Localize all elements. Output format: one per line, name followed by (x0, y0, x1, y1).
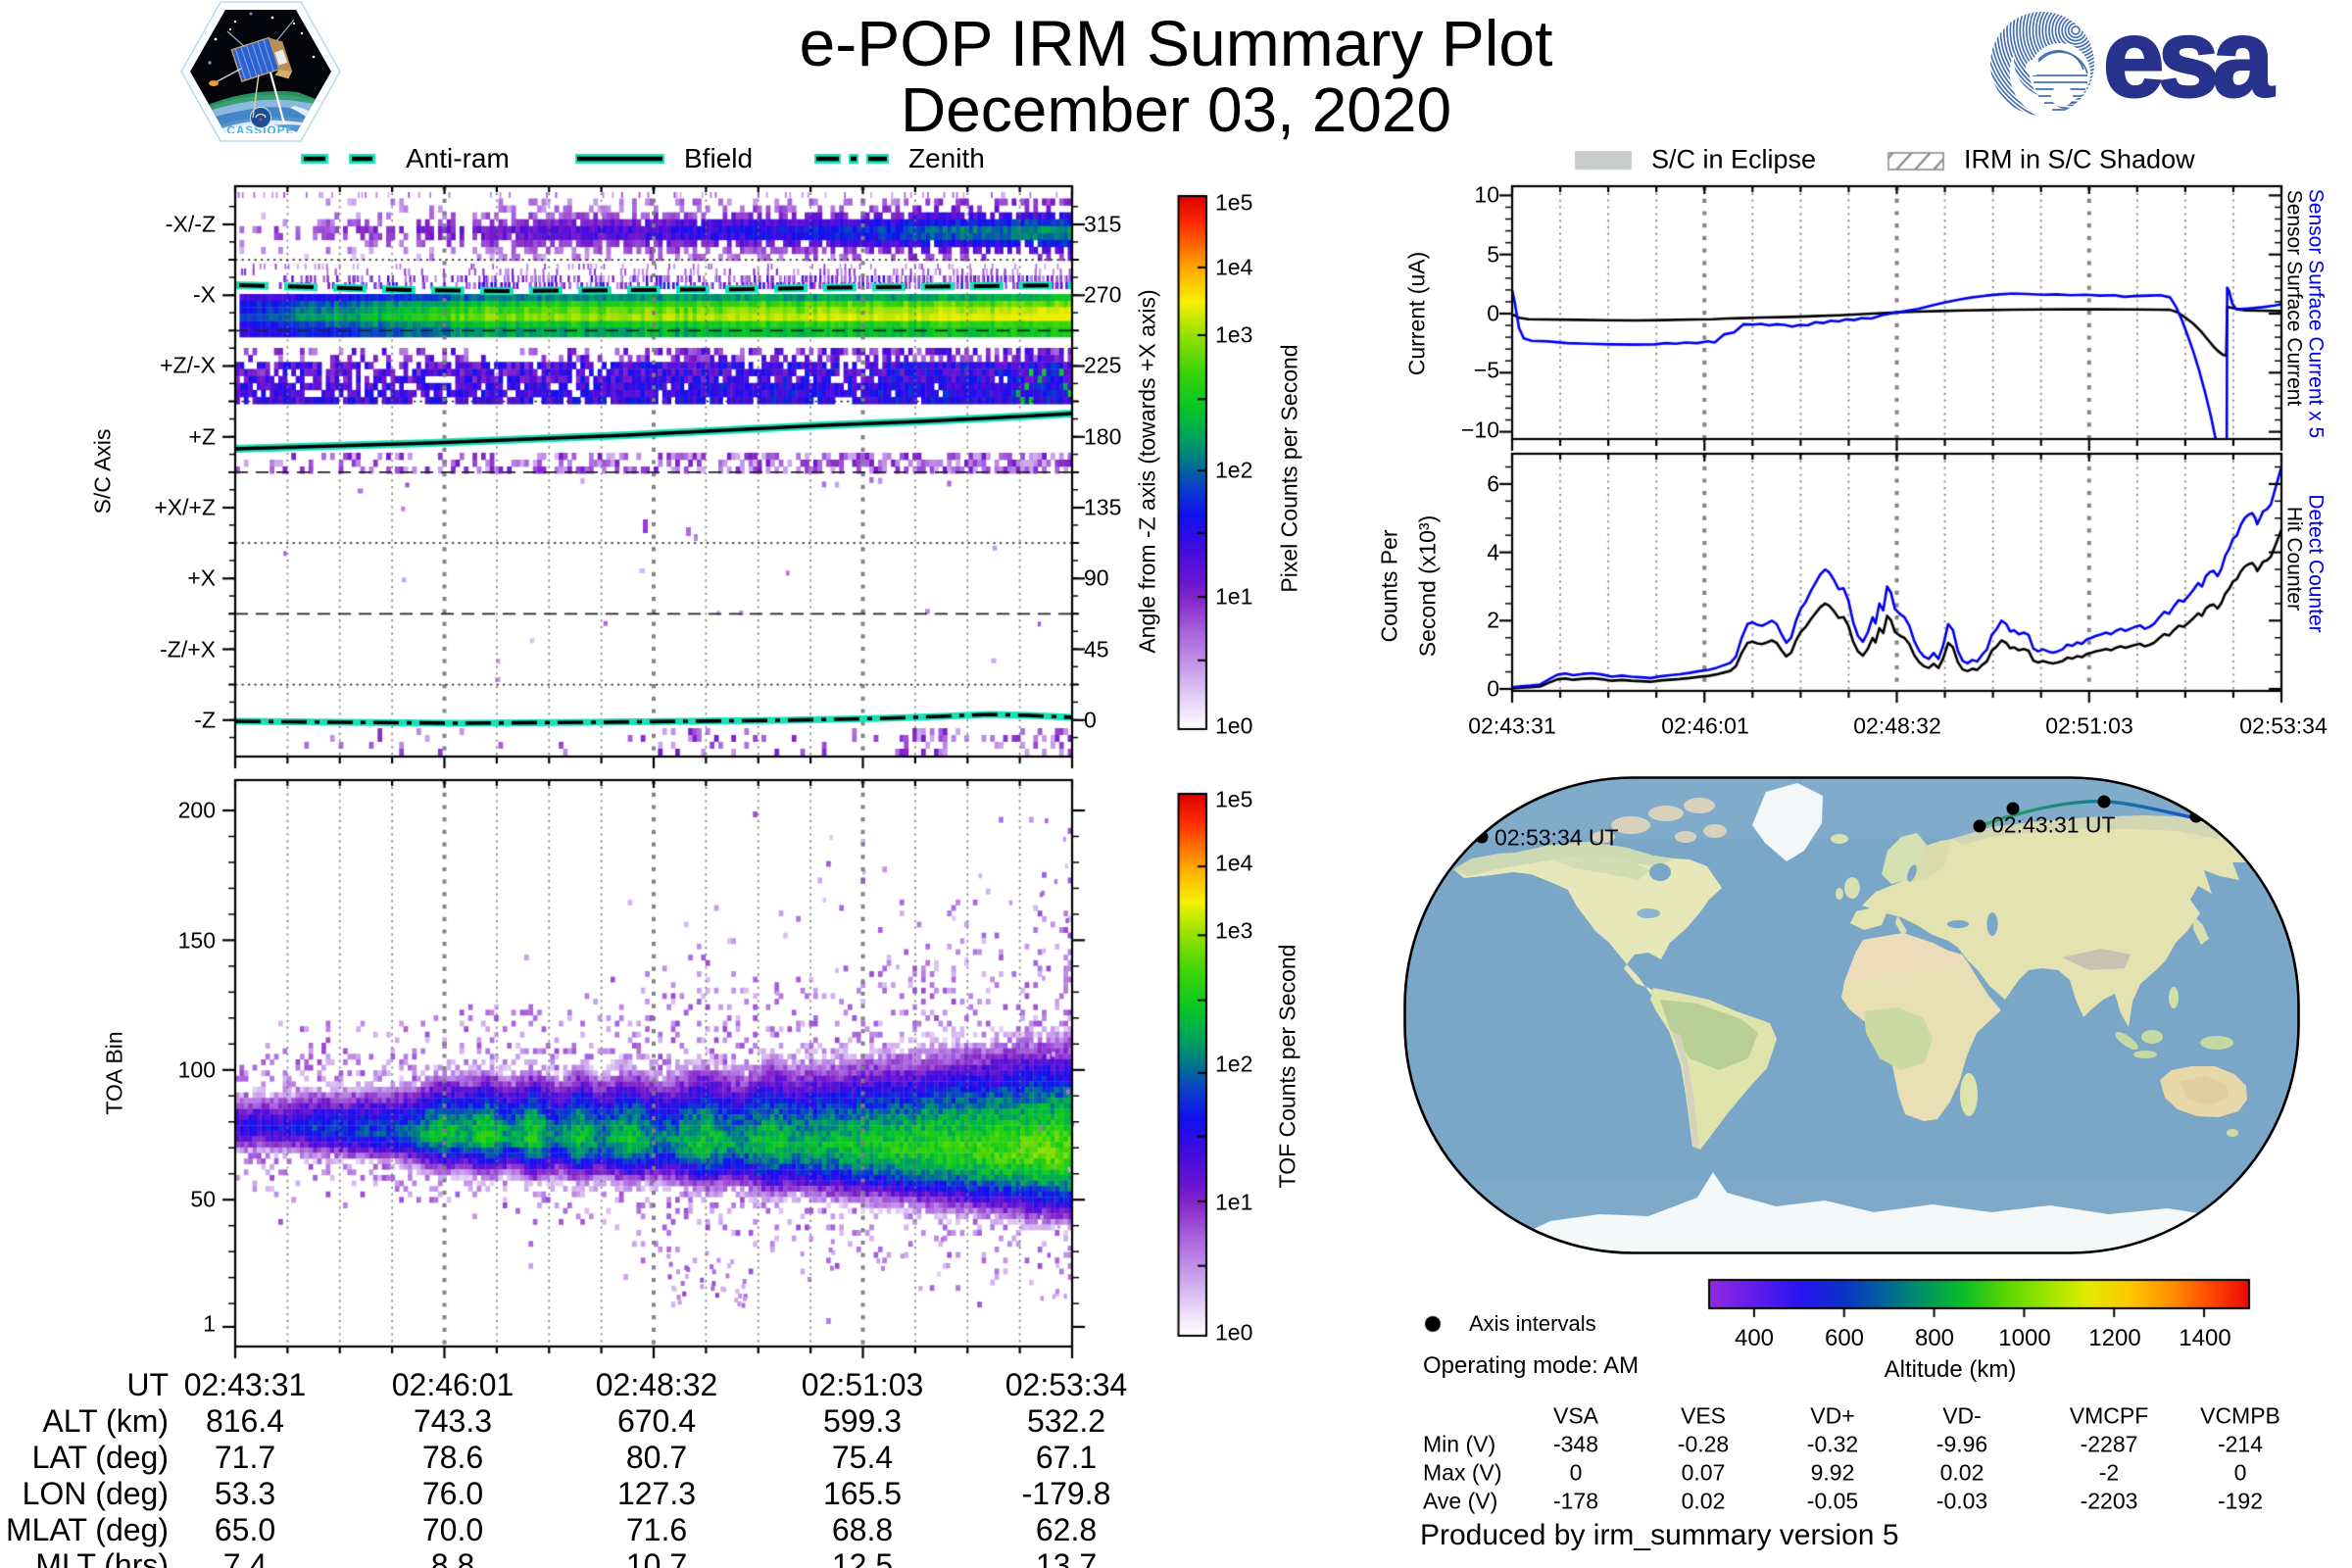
svg-text:CASSIOPE: CASSIOPE (226, 125, 294, 137)
svg-text:esa: esa (2103, 5, 2275, 120)
